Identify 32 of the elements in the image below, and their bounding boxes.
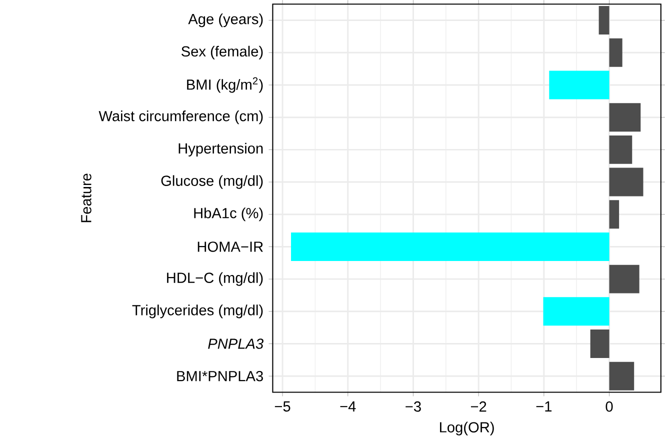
bar — [291, 232, 610, 261]
bar — [590, 330, 610, 358]
bar — [609, 362, 634, 390]
x-tick-label: −2 — [470, 401, 486, 412]
x-tick-label: −1 — [536, 401, 552, 412]
x-tick-label: −3 — [406, 401, 421, 412]
y-tick-label: Hypertension — [178, 142, 263, 156]
y-tick-label: HOMA−IR — [198, 242, 263, 252]
bar — [609, 168, 644, 196]
y-tick-label: Triglycerides (mg/dl) — [132, 304, 263, 318]
bar — [609, 135, 632, 164]
y-tick-label: BMI*PNPLA3 — [177, 370, 263, 382]
bar — [609, 200, 620, 229]
x-axis-title: Log(OR) — [440, 422, 494, 436]
y-tick-label: Glucose (mg/dl) — [161, 175, 263, 189]
bar — [609, 103, 641, 132]
y-tick-label: HDL−C (mg/dl) — [167, 272, 263, 286]
y-tick-label: PNPLA3 — [208, 338, 264, 349]
x-tick-label: 0 — [606, 401, 613, 412]
bar — [543, 297, 610, 326]
y-tick-label: Sex (female) — [182, 46, 263, 60]
bar — [598, 6, 610, 35]
x-tick-label: −5 — [274, 401, 290, 412]
y-tick-label: BMI (kg/m$^{2}$) — [187, 77, 263, 93]
y-tick-label: Waist circumference (cm) — [98, 110, 263, 124]
y-axis-title: Feature — [81, 174, 92, 222]
y-tick-label: Age (years) — [188, 13, 263, 28]
x-tick-label: −4 — [340, 401, 356, 412]
bar — [609, 38, 622, 67]
bar — [549, 70, 610, 100]
y-tick-label: HbA1c (%) — [194, 208, 263, 222]
bar — [609, 264, 640, 294]
